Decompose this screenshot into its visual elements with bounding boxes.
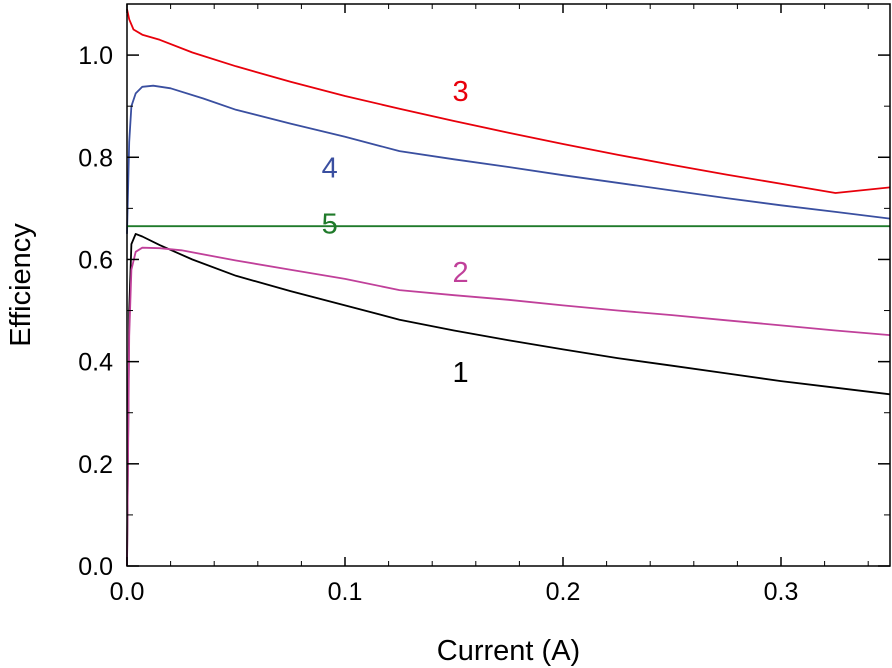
series-line-1 [126, 233, 891, 567]
x-axis-title: Current (A) [437, 635, 580, 667]
series-label-3: 3 [452, 76, 468, 108]
x-tick-label: 0.2 [546, 578, 581, 606]
series-line-4 [126, 84, 891, 234]
x-tick-label: 0.1 [328, 578, 363, 606]
series-label-4: 4 [322, 152, 338, 184]
x-tick-label: 0.3 [764, 578, 799, 606]
series-layer [126, 8, 891, 567]
series-line-2 [126, 246, 891, 567]
y-tick-label: 0.4 [78, 349, 113, 377]
y-tick-label: 0.2 [78, 451, 113, 479]
series-line-3 [126, 8, 891, 194]
plot-frame [126, 3, 891, 567]
x-tick-label: 0.0 [110, 578, 145, 606]
ticks-layer: 0.0 0.1 0.2 0.3 0.0 0.2 0.4 0.6 0.8 1.0 [78, 4, 890, 606]
y-tick-label: 0.8 [78, 144, 113, 172]
y-tick-label: 0.0 [78, 553, 113, 581]
y-tick-label: 1.0 [78, 42, 113, 70]
series-label-5: 5 [322, 209, 338, 241]
y-tick-label: 0.6 [78, 246, 113, 274]
y-axis-title: Efficiency [5, 223, 37, 347]
series-labels: 1 2 3 4 5 [322, 76, 469, 389]
series-label-1: 1 [452, 357, 468, 389]
series-label-2: 2 [452, 257, 468, 289]
